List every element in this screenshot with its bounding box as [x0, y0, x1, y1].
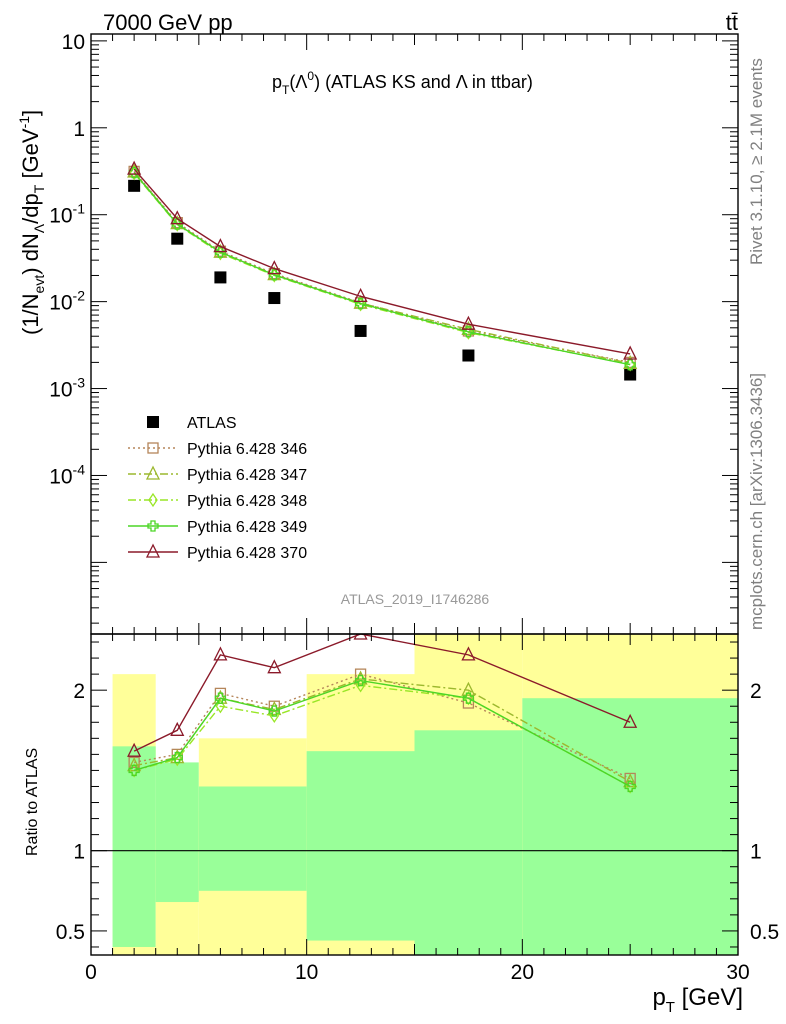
main-series-line-2 [133, 171, 631, 365]
ratio-ytick-label-right: 0.5 [750, 921, 779, 944]
ratio-series-point-3-2 [214, 692, 227, 704]
legend-label-5: Pythia 6.428 370 [187, 545, 307, 562]
legend-marker-3 [148, 492, 158, 508]
x-tick-label: 0 [85, 961, 97, 984]
ratio-series-line-4 [133, 634, 631, 752]
legend: ATLAS Pythia 6.428 346 Pythia 6.428 347 Pyt… [128, 415, 307, 562]
ratio-ytick-label-right: 1 [750, 841, 762, 864]
x-tick-label: 20 [511, 961, 534, 984]
mcplots-label: mcplots.cern.ch [arXiv:1306.3436] [747, 373, 766, 630]
main-ytick-label: 1 [73, 118, 85, 141]
rivet-label: Rivet 3.1.10, ≥ 2.1M events [747, 58, 766, 265]
main-series-point-2-5 [461, 320, 476, 335]
svg-text:(1/Nevt) dNΛ/dpT [GeV-1]: (1/Nevt) dNΛ/dpT [GeV-1] [16, 110, 47, 335]
header-left: 7000 GeV pp [103, 10, 233, 35]
ratio-series-point-2-2 [215, 699, 226, 714]
main-y-label: (1/Nevt) dNΛ/dpT [GeV-1] [16, 110, 47, 335]
main-series-point-0-4 [354, 324, 367, 337]
legend-label-1: Pythia 6.428 346 [187, 441, 307, 458]
main-ytick-label: 10-2 [49, 288, 85, 315]
stat-band-4 [414, 730, 523, 955]
legend-marker-1 [147, 442, 159, 454]
ratio-series-point-1-6 [623, 773, 638, 788]
main-series-point-0-3 [268, 292, 281, 305]
ratio-series-point-4-0 [127, 742, 142, 757]
main-series-point-5-3 [267, 260, 282, 275]
main-frame [90, 33, 739, 635]
main-series-point-5-2 [213, 238, 228, 253]
ratio-series-point-3-3 [268, 705, 280, 717]
ratio-series-point-3-5 [462, 692, 475, 704]
main-series-point-5-1 [170, 210, 185, 225]
main-series-line-1 [133, 170, 631, 364]
header-right: tt̄ [726, 10, 738, 35]
legend-label-0: ATLAS [187, 415, 237, 432]
ratio-series-point-4-4 [353, 634, 368, 640]
ratio-ytick-label-right: 2 [750, 680, 762, 703]
ratio-y-label: Ratio to ATLAS [24, 748, 41, 856]
legend-label-4: Pythia 6.428 349 [187, 519, 307, 536]
ratio-ytick-label: 2 [73, 680, 85, 703]
ratio-series-point-3-6 [624, 780, 636, 793]
ratio-series-point-4-6 [623, 713, 638, 728]
main-ytick-label: 10-1 [49, 201, 85, 228]
main-ytick-label: 10-4 [49, 461, 85, 488]
ratio-series-point-4-2 [213, 646, 228, 661]
main-series [127, 160, 638, 381]
ratio-bands [91, 634, 738, 955]
ratio-series-point-2-4 [355, 678, 366, 693]
main-series-line-5 [133, 168, 631, 355]
legend-label-2: Pythia 6.428 347 [187, 467, 307, 484]
ratio-series-point-4-1 [170, 721, 185, 736]
ratio-ytick-label: 0.5 [56, 921, 85, 944]
x-tick-label: 10 [295, 961, 318, 984]
ratio-series-point-3-4 [354, 674, 367, 687]
main-series-point-4-6 [624, 359, 636, 371]
main-series-point-0-6 [624, 368, 637, 381]
main-series-line-3 [133, 172, 631, 366]
ratio-series-point-2-1 [172, 752, 183, 767]
ratio-series-point-3-1 [171, 751, 183, 764]
main-series-point-5-0 [127, 160, 142, 175]
legend-marker-4 [147, 520, 159, 532]
ratio-ytick-label: 1 [73, 841, 85, 864]
ratio-series [127, 634, 638, 794]
ratio-series-line-3 [133, 679, 631, 788]
ratio-series-point-4-5 [461, 646, 476, 661]
stat-band-0 [112, 746, 156, 947]
stat-band-2 [198, 786, 307, 891]
main-series-point-5-5 [461, 315, 476, 330]
x-tick-label: 30 [726, 961, 749, 984]
x-axis-label: pT [GeV] [652, 984, 743, 1016]
legend-marker-0 [147, 416, 159, 428]
main-ytick-label: 10-3 [49, 375, 85, 402]
main-title: pT(Λ0) (ATLAS KS and Λ in ttbar) [272, 69, 533, 97]
ratio-series-point-3-0 [128, 764, 140, 777]
legend-marker-2 [145, 465, 161, 480]
stat-band-1 [155, 762, 199, 903]
main-series-point-5-6 [623, 345, 638, 360]
ratio-series-point-4-3 [267, 659, 282, 674]
main-series-point-0-1 [171, 232, 184, 245]
main-series-point-5-4 [353, 287, 368, 303]
main-ytick-label: 10 [62, 31, 85, 54]
analysis-watermark: ATLAS_2019_I1746286 [341, 591, 490, 607]
legend-label-3: Pythia 6.428 348 [187, 493, 307, 510]
ratio-series-point-1-5 [461, 681, 476, 696]
ratio-series-point-2-3 [269, 708, 280, 724]
legend-marker-5 [145, 543, 161, 558]
main-series-line-4 [133, 172, 631, 366]
main-series-point-0-2 [214, 271, 227, 284]
stat-band-5 [522, 698, 738, 955]
main-series-point-0-0 [128, 179, 141, 192]
main-series-point-0-5 [462, 349, 475, 362]
stat-band-3 [306, 751, 415, 941]
ratio-series-point-1-0 [127, 757, 142, 772]
